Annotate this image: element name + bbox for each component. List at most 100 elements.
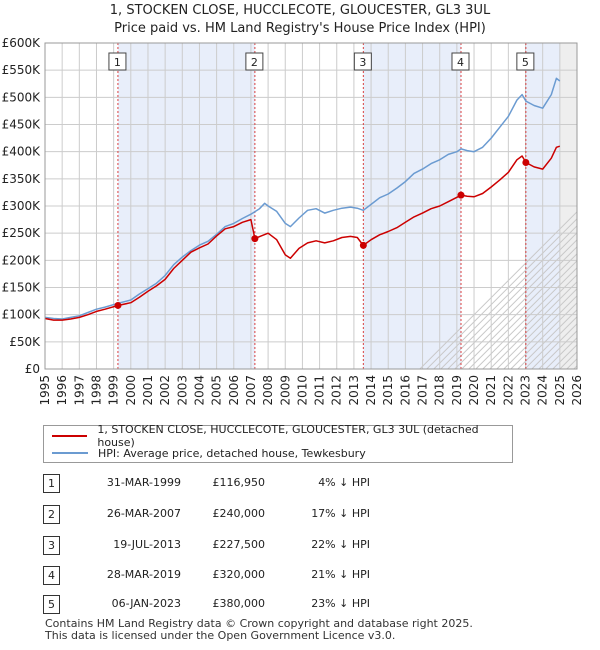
transaction-row: 1 31-MAR-1999 £116,950 4% ↓ HPI <box>43 474 600 494</box>
x-tick-label: 2001 <box>141 375 155 406</box>
chart-title-line2: Price paid vs. HM Land Registry's House … <box>114 21 486 36</box>
x-tick-label: 2002 <box>158 375 172 406</box>
y-tick-label: £500K <box>2 90 42 104</box>
transaction-number: 3 <box>43 536 60 555</box>
x-tick-label: 2017 <box>416 375 430 406</box>
transaction-row: 3 19-JUL-2013 £227,500 22% ↓ HPI <box>43 536 600 556</box>
y-tick-label: £300K <box>2 199 42 213</box>
sale-marker-box <box>451 52 470 71</box>
footer-copyright: Contains HM Land Registry data © Crown c… <box>45 617 473 630</box>
sale-marker-label: 5 <box>522 56 529 69</box>
footer-licence: This data is licensed under the Open Gov… <box>45 629 396 642</box>
sale-marker-label: 2 <box>251 56 258 69</box>
forecast-hatch <box>588 43 600 369</box>
legend-swatch-hpi <box>52 452 88 454</box>
transaction-hpi-diff: 4% ↓ HPI <box>318 476 370 489</box>
sale-point <box>359 241 367 249</box>
transaction-hpi-diff: 21% ↓ HPI <box>311 568 370 581</box>
series-line <box>44 77 561 320</box>
transaction-row: 5 06-JAN-2023 £380,000 23% ↓ HPI <box>43 595 600 615</box>
x-tick-label: 1997 <box>72 375 86 406</box>
x-tick-label: 2015 <box>381 375 395 406</box>
x-tick-label: 1999 <box>107 375 121 406</box>
transaction-number: 2 <box>43 505 60 524</box>
transaction-hpi-diff: 23% ↓ HPI <box>311 597 370 610</box>
x-tick-label: 2023 <box>519 375 533 406</box>
x-tick-label: 2008 <box>261 375 275 406</box>
chart-title-line1: 1, STOCKEN CLOSE, HUCCLECOTE, GLOUCESTER… <box>109 3 491 18</box>
forecast-hatch <box>573 365 577 369</box>
y-tick-label: £200K <box>2 253 42 267</box>
x-tick-label: 2025 <box>553 375 567 406</box>
y-tick-label: £50K <box>9 335 41 349</box>
legend-label-hpi: HPI: Average price, detached house, Tewk… <box>98 446 366 460</box>
marker-labels-layer: 1 2 3 4 5 <box>108 52 535 71</box>
legend-swatch-property <box>52 435 88 437</box>
x-tick-label: 2013 <box>347 375 361 406</box>
x-tick-label: 2006 <box>227 375 241 406</box>
transaction-date: 31-MAR-1999 <box>106 476 181 489</box>
y-tick-label: £0 <box>25 362 40 376</box>
x-tick-label: 2022 <box>501 375 515 406</box>
x-tick-label: 2010 <box>295 375 309 406</box>
series-layer <box>44 77 561 321</box>
sale-marker-box <box>353 52 372 71</box>
sale-marker-label: 3 <box>359 56 366 69</box>
x-tick-label: 2021 <box>484 375 498 406</box>
sale-marker-label: 4 <box>457 56 464 69</box>
series-line <box>44 145 561 321</box>
y-tick-label: £450K <box>2 118 42 132</box>
x-tick-label: 1998 <box>89 375 103 406</box>
forecast-hatch <box>581 43 600 369</box>
sale-marker-box <box>516 52 535 71</box>
x-tick-label: 2003 <box>175 375 189 406</box>
transaction-price: £240,000 <box>212 507 266 520</box>
plot-frame <box>44 42 578 370</box>
price-chart: 1 2 3 4 5 £0 £50K £100K £150K £200K £250K £300K £35… <box>2 36 600 406</box>
legend-label-property: 1, STOCKEN CLOSE, HUCCLECOTE, GLOUCESTER… <box>97 423 479 449</box>
y-tick-label: £250K <box>2 226 42 240</box>
grid-layer <box>44 42 578 370</box>
transaction-price: £320,000 <box>212 568 266 581</box>
sale-points-layer <box>114 159 530 309</box>
sale-point <box>457 191 465 199</box>
footer: Contains HM Land Registry data © Crown c… <box>45 618 473 642</box>
transaction-number: 4 <box>43 566 60 585</box>
transaction-date: 19-JUL-2013 <box>113 538 181 551</box>
y-tick-label: £400K <box>2 145 42 159</box>
transaction-price: £116,950 <box>212 476 266 489</box>
x-tick-label: 2014 <box>364 375 378 406</box>
x-tick-label: 2016 <box>398 375 412 406</box>
x-tick-label: 2011 <box>313 375 327 406</box>
forecast-hatch <box>595 43 600 369</box>
transaction-row: 4 28-MAR-2019 £320,000 21% ↓ HPI <box>43 566 600 586</box>
y-tick-label: £550K <box>2 63 42 77</box>
x-tick-label: 2024 <box>536 375 550 406</box>
x-tick-label: 2000 <box>124 375 138 406</box>
transaction-hpi-diff: 17% ↓ HPI <box>311 507 370 520</box>
legend-item-hpi: HPI: Average price, detached house, Tewk… <box>52 445 366 461</box>
sale-point <box>114 301 122 309</box>
x-tick-label: 2019 <box>450 375 464 406</box>
transaction-price: £227,500 <box>212 538 266 551</box>
y-tick-label: £600K <box>2 36 42 50</box>
transaction-date: 26-MAR-2007 <box>106 507 181 520</box>
transaction-date: 28-MAR-2019 <box>106 568 181 581</box>
x-tick-label: 2012 <box>330 375 344 406</box>
y-tick-label: £350K <box>2 172 42 186</box>
legend: 1, STOCKEN CLOSE, HUCCLECOTE, GLOUCESTER… <box>43 423 513 463</box>
y-tick-label: £150K <box>2 281 42 295</box>
transaction-date: 06-JAN-2023 <box>111 597 181 610</box>
sale-marker-box <box>108 52 127 71</box>
sale-marker-label: 1 <box>114 56 121 69</box>
x-tick-label: 2005 <box>210 375 224 406</box>
x-tick-label: 1996 <box>55 375 69 406</box>
transaction-hpi-diff: 22% ↓ HPI <box>311 538 370 551</box>
transaction-number: 1 <box>43 474 60 493</box>
transaction-price: £380,000 <box>212 597 266 610</box>
x-tick-label: 1995 <box>38 375 52 406</box>
tick-labels-layer: £0 £50K £100K £150K £200K £250K £300K £350K £400… <box>2 36 584 406</box>
transaction-number: 5 <box>43 595 60 614</box>
x-tick-label: 2009 <box>278 375 292 406</box>
x-tick-label: 2004 <box>192 375 206 406</box>
